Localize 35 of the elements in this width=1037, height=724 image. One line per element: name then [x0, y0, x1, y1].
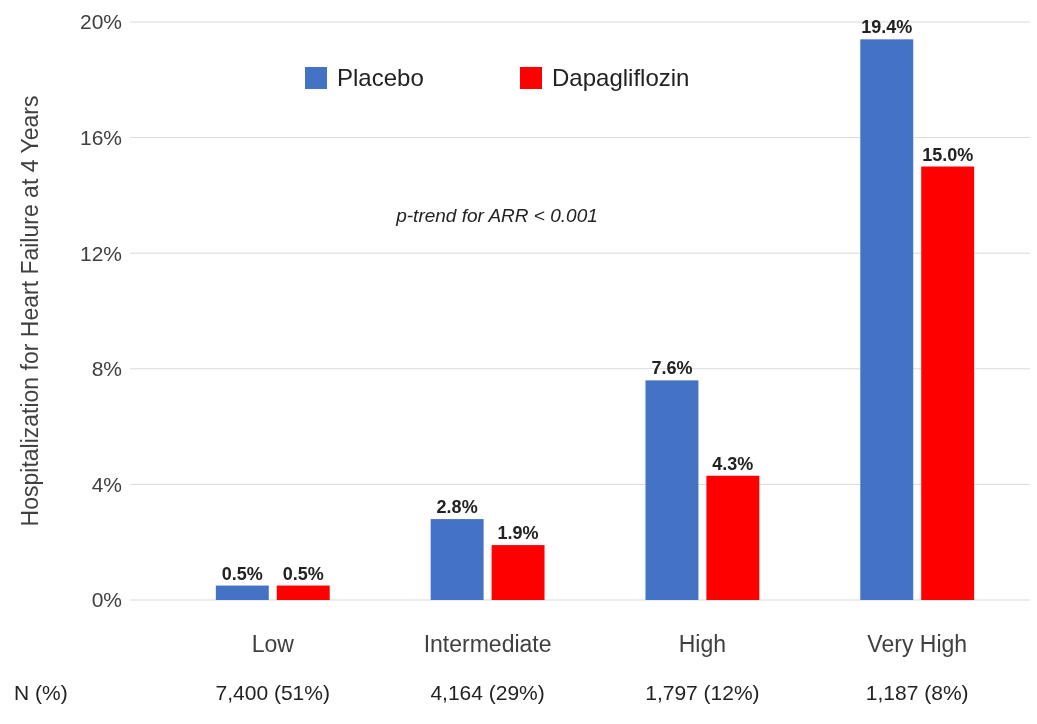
y-tick-label: 4% — [91, 472, 122, 496]
x-tick-label: High — [678, 631, 727, 657]
bar — [215, 585, 269, 600]
y-tick-label: 8% — [91, 357, 122, 381]
bar — [860, 39, 914, 600]
y-tick-label: 20% — [79, 10, 122, 34]
text: 2.8% — [436, 497, 478, 518]
y-tick-label: 0% — [91, 588, 122, 612]
text: 0.5% — [282, 563, 324, 584]
text: N (%) — [14, 681, 68, 704]
text: 4,164 (29%) — [430, 681, 545, 704]
y-tick-label: 12% — [79, 241, 122, 265]
x-tick-label: Low — [251, 631, 295, 657]
legend-label: Placebo — [337, 64, 424, 92]
x-tick-label: Intermediate — [423, 631, 552, 657]
text: 4.3% — [712, 453, 754, 474]
text: 0.5% — [221, 563, 263, 584]
x-tick-label: Very High — [867, 631, 968, 657]
y-tick-label: 16% — [79, 125, 122, 149]
text: 1,187 (8%) — [865, 681, 969, 704]
y-axis-title: Hospitalization for Heart Failure at 4 Years — [17, 95, 43, 527]
bar — [276, 585, 330, 600]
legend-label: Dapagliflozin — [552, 64, 690, 92]
text: 1.9% — [497, 523, 539, 544]
bar — [645, 380, 699, 600]
bar — [430, 519, 484, 600]
text: 1,797 (12%) — [645, 681, 760, 704]
text: 15.0% — [922, 144, 974, 165]
text: 7.6% — [651, 358, 693, 379]
annotation: p-trend for ARR < 0.001 — [395, 205, 598, 226]
bar — [491, 545, 545, 600]
bar — [706, 475, 760, 600]
bar — [921, 166, 975, 600]
text: 7,400 (51%) — [215, 681, 330, 704]
text: 19.4% — [861, 17, 913, 38]
